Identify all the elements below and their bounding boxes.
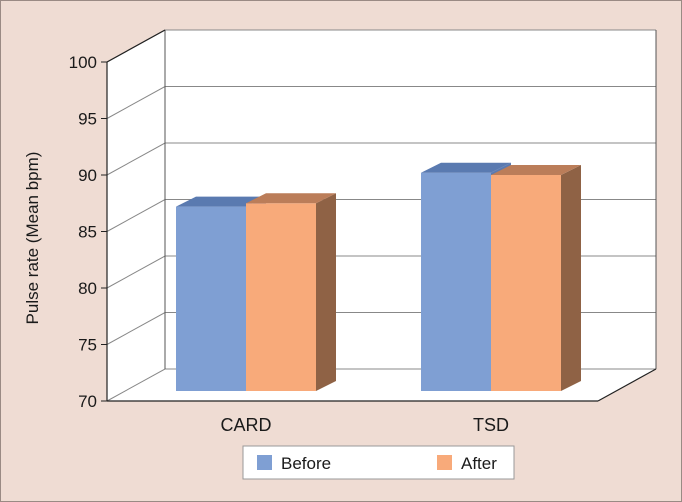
y-tick-label: 70 [78, 392, 97, 411]
bar-before-tsd [421, 172, 491, 391]
bar-top-before-tsd [421, 162, 511, 173]
legend-label-before: Before [281, 454, 331, 473]
bar-before-card [176, 206, 246, 391]
y-tick-label: 90 [78, 166, 97, 185]
x-category-label: CARD [220, 415, 271, 435]
legend-box [242, 445, 515, 480]
x-category-label: TSD [473, 415, 509, 435]
y-tick-label: 75 [78, 336, 97, 355]
legend-swatch-before [257, 455, 272, 470]
bar-top-after-tsd [491, 165, 581, 175]
y-tick-label: 100 [69, 53, 97, 72]
plot-top-left-edge [106, 29, 166, 63]
legend-label-after: After [461, 454, 497, 473]
bar-top-before-card [176, 196, 266, 207]
y-tick-label: 80 [78, 279, 97, 298]
y-tick-label: 95 [78, 110, 97, 129]
y-axis-title: Pulse rate (Mean bpm) [23, 152, 42, 325]
bar-after-card [246, 203, 316, 391]
floor-right-edge [597, 368, 657, 402]
bar-side-after-tsd [561, 165, 581, 391]
bar-top-after-card [246, 193, 336, 204]
legend-swatch-after [437, 455, 452, 470]
bar-side-after-card [316, 193, 336, 391]
y-tick-label: 85 [78, 223, 97, 242]
bar-after-tsd [491, 175, 561, 391]
